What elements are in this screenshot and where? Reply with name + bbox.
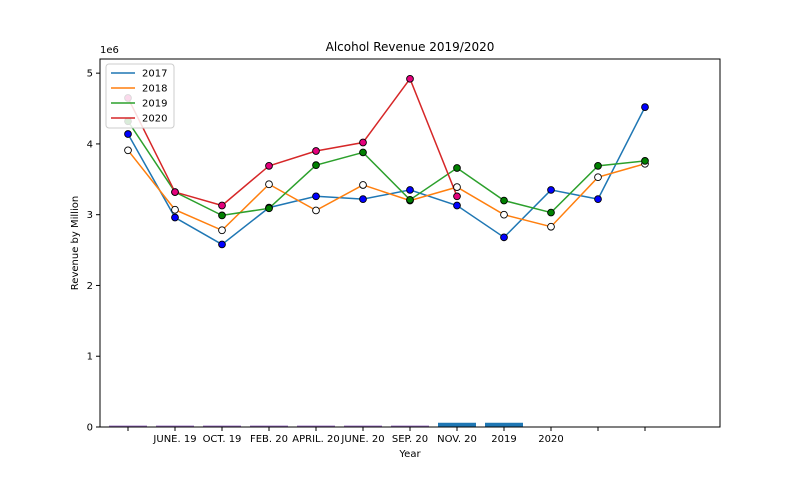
x-tick-label: FEB. 20: [250, 434, 288, 445]
data-point: [359, 138, 367, 147]
y-axis: 0 1 2 3 4 5: [87, 69, 100, 434]
data-point: [359, 148, 367, 157]
data-point: [218, 240, 226, 249]
legend-label: 2017: [142, 69, 167, 80]
y-axis-label: Revenue by Million: [70, 196, 81, 290]
data-point: [500, 210, 508, 219]
data-point: [265, 162, 273, 170]
data-point: [312, 161, 320, 170]
y-tick-label: 2: [87, 281, 93, 292]
data-point: [171, 205, 179, 214]
data-point: [265, 180, 273, 189]
data-point: [218, 211, 226, 220]
data-point: [218, 201, 226, 210]
data-point: [124, 146, 132, 155]
y-tick-label: 0: [87, 423, 93, 434]
data-point: [312, 192, 320, 201]
x-tick-label: SEP. 20: [392, 434, 428, 445]
x-tick-label: NOV. 20: [437, 434, 477, 445]
bar: [344, 425, 382, 427]
data-point: [594, 173, 602, 182]
x-tick-label: 2019: [491, 434, 516, 445]
y-tick-label: 5: [87, 69, 93, 80]
data-point: [171, 188, 179, 196]
data-point: [641, 157, 649, 165]
bar: [156, 425, 194, 427]
data-point: [547, 208, 555, 217]
series-line-2019: [127, 120, 646, 217]
data-point: [124, 130, 132, 138]
legend-label: 2019: [142, 99, 167, 110]
data-point: [406, 74, 414, 83]
data-point: [641, 103, 649, 111]
series-line-2020: [127, 77, 458, 207]
x-tick-label: 2020: [538, 434, 563, 445]
legend: 2017 2018 2019 2020: [105, 63, 175, 129]
data-point: [218, 226, 226, 235]
data-point: [453, 192, 461, 201]
data-point: [312, 147, 320, 155]
legend-label: 2020: [142, 114, 167, 125]
bar: [297, 425, 335, 427]
x-axis-label: Year: [398, 449, 421, 460]
y-tick-label: 1: [87, 352, 93, 363]
legend-label: 2018: [142, 84, 167, 95]
x-tick-label: JUNE. 20: [340, 434, 384, 445]
data-point: [547, 186, 555, 194]
data-point: [406, 186, 414, 194]
bar: [438, 422, 476, 427]
y-offset-label: 1e6: [100, 45, 119, 56]
lines-layer: [127, 77, 646, 246]
data-point: [547, 222, 555, 231]
data-point: [406, 195, 414, 204]
bar: [485, 422, 523, 427]
data-point: [265, 204, 273, 213]
bar: [250, 425, 288, 427]
data-point: [171, 213, 179, 222]
x-axis: JUNE. 19 OCT. 19 FEB. 20 APRIL. 20 JUNE. 20 S…: [127, 427, 646, 445]
series-line-2017: [127, 106, 646, 246]
data-point: [500, 196, 508, 205]
y-tick-label: 3: [87, 210, 93, 221]
data-point: [453, 201, 461, 210]
data-point: [312, 206, 320, 215]
data-point: [359, 195, 367, 203]
plot-frame: [99, 58, 721, 428]
series-line-2018: [127, 149, 646, 232]
data-point: [453, 164, 461, 172]
bars-layer: [109, 422, 523, 427]
data-point: [500, 233, 508, 242]
y-tick-label: 4: [87, 139, 93, 150]
x-tick-label: OCT. 19: [203, 434, 242, 445]
data-point: [453, 183, 461, 191]
data-point: [359, 181, 367, 189]
bar: [109, 425, 147, 427]
bar: [391, 425, 429, 427]
data-point: [594, 195, 602, 203]
markers-layer: [124, 74, 649, 249]
chart-title: Alcohol Revenue 2019/2020: [326, 40, 495, 54]
bar: [203, 425, 241, 427]
x-tick-label: APRIL. 20: [292, 434, 339, 445]
data-point: [594, 162, 602, 170]
x-tick-label: JUNE. 19: [152, 434, 196, 445]
legend-box: [105, 63, 175, 129]
